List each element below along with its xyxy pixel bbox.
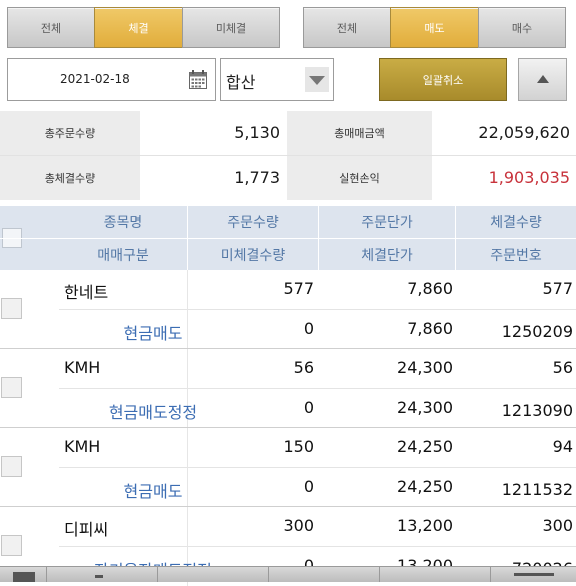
- order-price: 24,300: [397, 358, 453, 377]
- unfilled-qty: 0: [303, 398, 314, 417]
- row-divider: [0, 427, 576, 428]
- order-qty: 150: [283, 437, 314, 456]
- trade-type: 현금매도: [123, 324, 183, 343]
- nav-divider: [379, 567, 380, 582]
- date-value: 2021-02-18: [60, 72, 130, 86]
- header-divider: [318, 206, 319, 270]
- row-checkbox[interactable]: [1, 535, 22, 556]
- col-header-trade-type[interactable]: 매매구분: [97, 248, 149, 264]
- col-header-exec-qty[interactable]: 체결수량: [490, 215, 542, 231]
- tab-unexecuted[interactable]: 미체결: [182, 7, 280, 48]
- trade-type: 현금매도: [123, 482, 183, 501]
- row-checkbox[interactable]: [1, 298, 22, 319]
- total-exec-qty-value: 1,773: [234, 168, 280, 187]
- stock-name: KMH: [64, 437, 101, 456]
- col-header-stock-name[interactable]: 종목명: [103, 215, 143, 231]
- table-row[interactable]: 한네트 577 7,860 577 현금매도 0 7,860 1250209: [0, 270, 576, 349]
- col-header-order-price[interactable]: 주문단가: [361, 215, 413, 231]
- nav-divider: [268, 567, 269, 582]
- row-checkbox[interactable]: [1, 377, 22, 398]
- tab-all-orders[interactable]: 전체: [7, 7, 95, 48]
- collapse-up-button[interactable]: [518, 58, 567, 101]
- realized-pnl-label: 실현손익: [287, 156, 432, 200]
- row-divider: [59, 388, 576, 389]
- bottom-nav: [0, 566, 576, 582]
- tab-executed[interactable]: 체결: [94, 7, 183, 48]
- menu-icon[interactable]: [13, 572, 35, 582]
- column-divider: [187, 428, 188, 507]
- realized-pnl-value: 1,903,035: [488, 168, 570, 187]
- row-divider: [59, 546, 576, 547]
- order-price: 13,200: [397, 516, 453, 535]
- exec-qty: 300: [542, 516, 573, 535]
- total-sell-amount-value: 22,059,620: [478, 123, 570, 142]
- order-qty: 300: [283, 516, 314, 535]
- nav-icon[interactable]: [514, 573, 554, 585]
- total-exec-qty-label: 총체결수량: [0, 156, 140, 200]
- order-number: 1211532: [501, 480, 573, 499]
- execution-filter-tabs: 전체 체결 미체결: [7, 7, 280, 50]
- header-divider: [187, 206, 188, 270]
- order-number: 1213090: [501, 401, 573, 420]
- exec-price: 24,250: [397, 477, 453, 496]
- row-divider: [59, 467, 576, 468]
- row-divider: [0, 506, 576, 507]
- order-number: 1250209: [501, 322, 573, 341]
- col-header-order-qty[interactable]: 주문수량: [227, 215, 279, 231]
- cancel-all-button[interactable]: 일괄취소: [379, 58, 507, 101]
- order-price: 7,860: [407, 279, 453, 298]
- header-divider: [0, 238, 576, 239]
- row-checkbox[interactable]: [1, 456, 22, 477]
- order-summary: 총주문수량 5,130 총매매금액 22,059,620 총체결수량 1,773…: [0, 111, 576, 200]
- col-header-order-no[interactable]: 주문번호: [490, 248, 542, 264]
- tab-all-sides[interactable]: 전체: [303, 7, 391, 48]
- nav-divider: [46, 567, 47, 582]
- grid-header: 종목명 주문수량 주문단가 체결수량 매매구분 미체결수량 체결단가 주문번호: [0, 206, 576, 270]
- order-price: 24,250: [397, 437, 453, 456]
- exec-price: 7,860: [407, 319, 453, 338]
- col-header-unfilled-qty[interactable]: 미체결수량: [220, 248, 286, 264]
- row-divider: [59, 309, 576, 310]
- unfilled-qty: 0: [303, 319, 314, 338]
- column-divider: [187, 349, 188, 428]
- unfilled-qty: 0: [304, 556, 314, 575]
- stock-name: 디피씨: [64, 520, 109, 539]
- stock-name: 한네트: [64, 283, 109, 302]
- trade-type: 현금매도정정: [108, 403, 198, 422]
- col-header-exec-price[interactable]: 체결단가: [361, 248, 413, 264]
- nav-divider: [490, 567, 491, 582]
- total-sell-amount-label: 총매매금액: [287, 111, 432, 155]
- table-row[interactable]: KMH 150 24,250 94 현금매도 0 24,250 1211532: [0, 428, 576, 507]
- calendar-icon[interactable]: [189, 70, 207, 89]
- order-qty: 56: [293, 358, 314, 377]
- exec-price: 24,300: [397, 398, 453, 417]
- total-order-qty-value: 5,130: [234, 123, 280, 142]
- row-divider: [0, 348, 576, 349]
- aggregate-select[interactable]: 합산: [220, 58, 334, 101]
- header-divider: [455, 206, 456, 270]
- stock-name: KMH: [64, 358, 101, 377]
- tab-sell[interactable]: 매도: [390, 7, 479, 48]
- tab-buy[interactable]: 매수: [478, 7, 566, 48]
- column-divider: [187, 270, 188, 349]
- side-filter-tabs: 전체 매도 매수: [303, 7, 566, 50]
- summary-row: 총체결수량 1,773 실현손익 1,903,035: [0, 155, 576, 200]
- table-row[interactable]: KMH 56 24,300 56 현금매도정정 0 24,300 1213090: [0, 349, 576, 428]
- total-order-qty-label: 총주문수량: [0, 111, 140, 155]
- column-divider: [187, 507, 188, 586]
- nav-divider: [157, 567, 158, 582]
- aggregate-select-value: 합산: [226, 73, 256, 92]
- summary-row: 총주문수량 5,130 총매매금액 22,059,620: [0, 111, 576, 155]
- nav-icon[interactable]: [95, 575, 103, 578]
- exec-qty: 94: [552, 437, 573, 456]
- exec-qty: 577: [542, 279, 573, 298]
- exec-qty: 56: [552, 358, 573, 377]
- unfilled-qty: 0: [303, 477, 314, 496]
- order-qty: 577: [283, 279, 314, 298]
- date-picker[interactable]: 2021-02-18: [7, 58, 216, 101]
- chevron-down-icon[interactable]: [305, 67, 329, 92]
